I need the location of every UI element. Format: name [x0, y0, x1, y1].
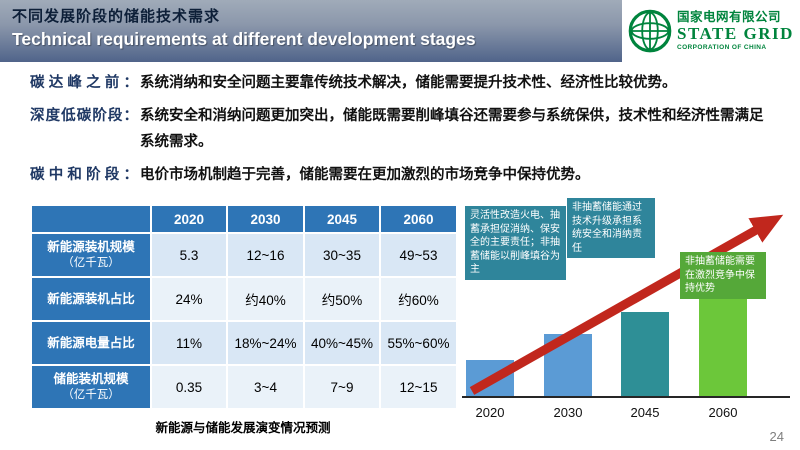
row-label-unit: （亿千瓦）	[62, 256, 120, 269]
row-header: 储能装机规模 （亿千瓦）	[30, 364, 152, 410]
logo-company-sub: CORPORATION OF CHINA	[677, 43, 767, 51]
annotation-stage1: 灵活性改造火电、抽蓄承担促消纳、保安全的主要责任；非抽蓄储能以削峰填谷为主	[465, 206, 566, 280]
logo-company-name-en: STATE GRID	[677, 23, 794, 43]
row-label: 新能源装机占比	[47, 291, 135, 306]
table-row: 新能源装机占比 24% 约40% 约50% 约60%	[30, 276, 458, 322]
stage-paragraph-peak: 碳达峰之前： 系统消纳和安全问题主要靠传统技术解决，储能需要提升技术性、经济性比…	[30, 70, 774, 96]
forecast-table: 2020 2030 2045 2060 新能源装机规模 （亿千瓦） 5.3 12…	[30, 204, 458, 410]
col-header-2045: 2045	[303, 204, 381, 234]
table-cell: 5.3	[150, 232, 228, 278]
table-cell: 11%	[150, 320, 228, 366]
table-corner-cell	[30, 204, 152, 234]
table-cell: 7~9	[303, 364, 381, 410]
col-header-2020: 2020	[150, 204, 228, 234]
table-cell: 12~15	[379, 364, 458, 410]
col-header-2060: 2060	[379, 204, 458, 234]
table-row: 新能源装机规模 （亿千瓦） 5.3 12~16 30~35 49~53	[30, 232, 458, 278]
bar-2020	[466, 360, 514, 396]
stage-text: 电价市场机制趋于完善，储能需要在更加激烈的市场竞争中保持优势。	[140, 167, 590, 183]
table-row: 储能装机规模 （亿千瓦） 0.35 3~4 7~9 12~15	[30, 364, 458, 410]
stage-label: 碳达峰之前：	[30, 75, 138, 91]
x-label-2020: 2020	[475, 405, 505, 420]
bar-2045	[621, 312, 669, 396]
stage-paragraph-deep-low-carbon: 深度低碳阶段： 系统安全和消纳问题更加突出，储能既需要削峰填谷还需要参与系统保供…	[30, 103, 774, 155]
row-label: 新能源装机规模	[47, 240, 135, 255]
table-cell: 约60%	[379, 276, 458, 322]
bar-2060	[699, 286, 747, 396]
annotation-stage3: 非抽蓄储能需要在激烈竞争中保持优势	[680, 252, 766, 299]
table-cell: 12~16	[226, 232, 305, 278]
stage-text: 系统消纳和安全问题主要靠传统技术解决，储能需要提升技术性、经济性比较优势。	[140, 75, 677, 91]
row-header: 新能源装机占比	[30, 276, 152, 322]
title-chinese: 不同发展阶段的储能技术需求	[12, 8, 221, 25]
storage-development-bar-chart: 灵活性改造火电、抽蓄承担促消纳、保安全的主要责任；非抽蓄储能以削峰填谷为主 非抽…	[460, 196, 794, 424]
annotation-stage2: 非抽蓄储能通过技术升级承担系统安全和消纳责任	[567, 198, 655, 258]
table-row: 新能源电量占比 11% 18%~24% 40%~45% 55%~60%	[30, 320, 458, 366]
row-label-unit: （亿千瓦）	[62, 388, 120, 401]
title-english: Technical requirements at different deve…	[12, 29, 476, 49]
state-grid-logo: 国家电网有限公司 STATE GRID CORPORATION OF CHINA	[622, 0, 800, 62]
x-label-2060: 2060	[708, 405, 738, 420]
slide-header: 不同发展阶段的储能技术需求 Technical requirements at …	[0, 0, 800, 62]
table-cell: 18%~24%	[226, 320, 305, 366]
col-header-2030: 2030	[226, 204, 305, 234]
stage-descriptions: 碳达峰之前： 系统消纳和安全问题主要靠传统技术解决，储能需要提升技术性、经济性比…	[0, 62, 800, 188]
row-header: 新能源电量占比	[30, 320, 152, 366]
table-cell: 40%~45%	[303, 320, 381, 366]
logo-company-name-zh: 国家电网有限公司	[677, 10, 782, 25]
table-cell: 0.35	[150, 364, 228, 410]
row-label: 新能源电量占比	[47, 335, 135, 350]
globe-icon	[628, 9, 672, 53]
stage-paragraph-carbon-neutral: 碳中和阶段： 电价市场机制趋于完善，储能需要在更加激烈的市场竞争中保持优势。	[30, 162, 774, 188]
table-cell: 24%	[150, 276, 228, 322]
table-cell: 约40%	[226, 276, 305, 322]
row-label: 储能装机规模	[53, 372, 129, 387]
table-header-row: 2020 2030 2045 2060	[30, 204, 458, 234]
x-label-2030: 2030	[553, 405, 583, 420]
x-axis	[462, 396, 790, 398]
stage-label: 碳中和阶段：	[30, 167, 138, 183]
x-label-2045: 2045	[630, 405, 660, 420]
table-cell: 3~4	[226, 364, 305, 410]
forecast-table-section: 2020 2030 2045 2060 新能源装机规模 （亿千瓦） 5.3 12…	[30, 204, 458, 436]
table-cell: 55%~60%	[379, 320, 458, 366]
logo-text: 国家电网有限公司 STATE GRID CORPORATION OF CHINA	[677, 10, 794, 51]
stage-text: 系统安全和消纳问题更加突出，储能既需要削峰填谷还需要参与系统保供，技术性和经济性…	[140, 108, 764, 150]
stage-label: 深度低碳阶段：	[30, 108, 138, 124]
table-caption: 新能源与储能发展演变情况预测	[155, 421, 331, 435]
table-cell: 30~35	[303, 232, 381, 278]
table-cell: 49~53	[379, 232, 458, 278]
table-cell: 约50%	[303, 276, 381, 322]
header-titles: 不同发展阶段的储能技术需求 Technical requirements at …	[0, 0, 622, 62]
bar-2030	[544, 334, 592, 396]
row-header: 新能源装机规模 （亿千瓦）	[30, 232, 152, 278]
page-number: 24	[769, 429, 784, 444]
